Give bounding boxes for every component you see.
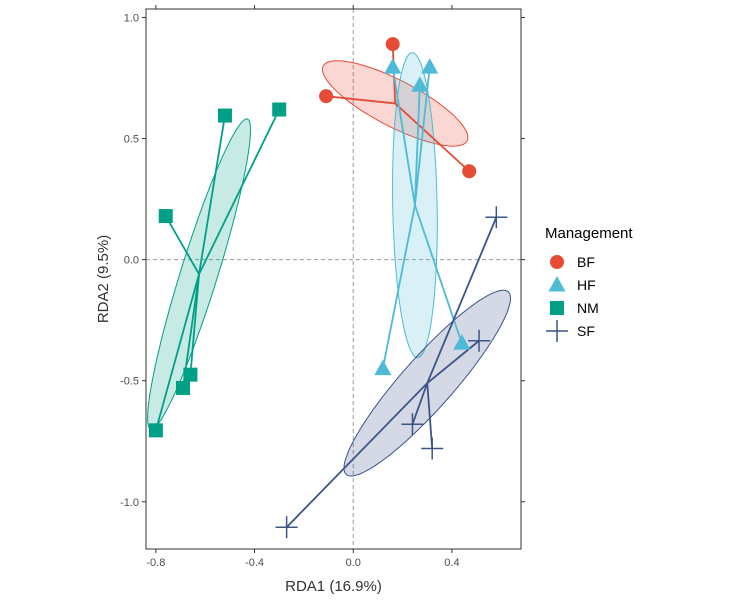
spider-bf-3 [394,102,470,172]
legend-key-hf [548,276,566,292]
point-sf-5 [275,516,298,539]
legend-label-nm: NM [577,300,599,316]
spider-bf-1 [326,95,396,105]
data-points [148,37,508,539]
legend-label-bf: BF [577,254,595,270]
spider-sf-2 [426,340,480,384]
y-tick-label-1: -0.5 [120,376,139,388]
point-bf-2 [385,37,400,52]
y-tick-label-2: 0.0 [124,255,139,267]
point-nm-1 [217,108,232,123]
legend-key-nm [550,301,564,315]
legend-title: Management [545,225,633,242]
spider-sf-3 [411,382,429,425]
spider-hf-1 [391,66,416,206]
point-nm-2 [272,102,287,117]
spider-nm-3 [164,215,200,275]
point-hf-1 [384,58,402,74]
point-nm-3 [158,209,173,224]
spider-sf-1 [426,216,498,384]
spider-hf-4 [381,204,416,369]
point-nm-5 [176,380,191,395]
y-tick-label-0: -1.0 [120,497,139,509]
legend-label-sf: SF [577,323,595,339]
y-tick-label-4: 1.0 [124,12,139,24]
point-sf-1 [485,206,508,229]
spider-nm-4 [189,274,200,375]
spider-nm-2 [198,109,281,275]
point-hf-3 [411,76,429,92]
spider-nm-1 [198,115,226,275]
point-hf-5 [453,334,471,350]
x-tick-label-2: 0.0 [346,557,361,569]
point-nm-6 [148,423,163,438]
point-bf-3 [462,164,477,179]
plot-panel-border [145,8,522,550]
legend: Management BF HF NM SF [545,225,633,342]
centroid-spider-lines [155,44,498,528]
point-hf-4 [374,359,392,376]
spider-hf-3 [414,85,421,206]
point-hf-2 [421,58,439,74]
point-sf-2 [468,329,491,352]
x-tick-label-0: -0.8 [146,557,165,569]
legend-key-sf [546,320,568,342]
legend-label-hf: HF [577,277,596,293]
point-nm-4 [183,367,198,382]
y-axis-title: RDA2 (9.5%) [95,235,112,323]
spider-sf-4 [426,383,434,449]
x-tick-label-3: 0.4 [444,557,459,569]
spider-sf-5 [285,382,428,528]
x-axis-title: RDA1 (16.9%) [285,578,382,595]
y-tick-label-3: 0.5 [124,134,139,146]
axes: -0.8 -0.4 0.0 0.4 -1.0 -0.5 0.0 0.5 1.0 [120,5,525,569]
legend-key-bf [550,255,564,269]
point-sf-3 [401,413,424,436]
x-tick-label-1: -0.4 [245,557,264,569]
point-sf-4 [421,437,444,460]
spider-nm-6 [155,273,200,431]
point-bf-1 [319,89,334,104]
